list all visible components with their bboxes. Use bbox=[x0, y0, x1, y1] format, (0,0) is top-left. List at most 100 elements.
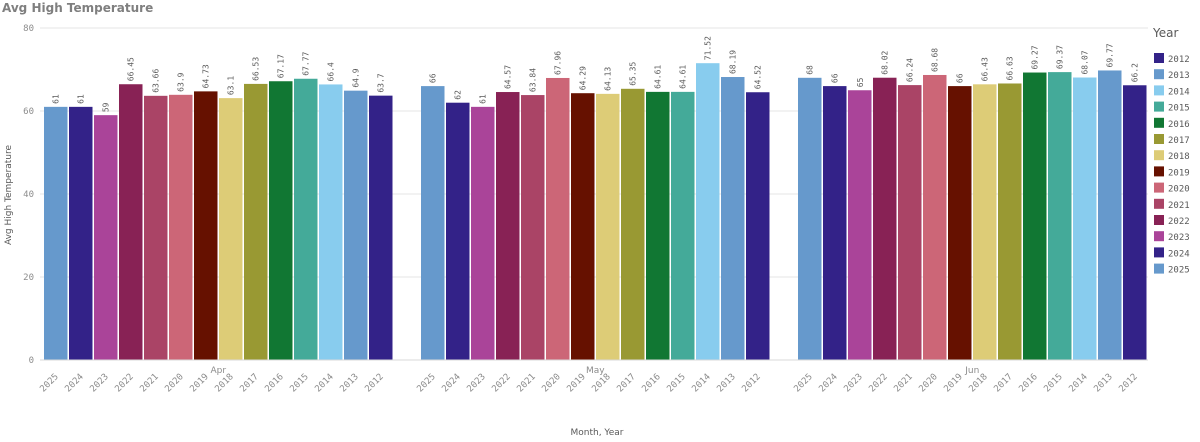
data-label: 68.07 bbox=[1081, 50, 1090, 74]
data-label: 65.35 bbox=[629, 62, 638, 86]
x-category-label: 2013 bbox=[338, 372, 360, 394]
data-label: 69.27 bbox=[1031, 45, 1040, 69]
legend-label: 2021 bbox=[1168, 201, 1190, 211]
data-label: 67.17 bbox=[277, 54, 286, 78]
data-label: 64.61 bbox=[654, 65, 663, 89]
data-label: 63.66 bbox=[152, 69, 161, 93]
data-label: 66.45 bbox=[127, 57, 136, 81]
legend-swatch bbox=[1154, 101, 1164, 112]
x-category-label: 2013 bbox=[1092, 372, 1114, 394]
data-label: 64.9 bbox=[352, 68, 361, 87]
data-label: 69.77 bbox=[1106, 43, 1115, 67]
x-category-label: 2015 bbox=[288, 372, 310, 394]
legend-swatch bbox=[1154, 69, 1164, 80]
x-category-label: 2024 bbox=[63, 372, 85, 394]
bar bbox=[646, 91, 670, 360]
x-category-label: 2019 bbox=[188, 372, 210, 394]
bar bbox=[119, 84, 143, 361]
y-tick-label: 20 bbox=[23, 273, 34, 283]
data-label: 63.1 bbox=[227, 76, 236, 95]
data-label: 66 bbox=[429, 73, 438, 83]
bar bbox=[344, 90, 368, 360]
x-category-label: 2022 bbox=[113, 372, 135, 394]
x-category-label: 2023 bbox=[88, 372, 110, 394]
bar bbox=[1098, 70, 1122, 360]
data-label: 61 bbox=[52, 94, 61, 104]
legend-label: 2017 bbox=[1168, 136, 1190, 146]
legend-swatch bbox=[1154, 134, 1164, 144]
x-category-label: 2023 bbox=[842, 372, 864, 394]
legend-label: 2015 bbox=[1168, 104, 1190, 114]
legend-swatch bbox=[1154, 215, 1164, 225]
y-tick-label: 60 bbox=[23, 107, 34, 117]
data-label: 66.63 bbox=[1006, 56, 1015, 80]
data-label: 66.2 bbox=[1131, 63, 1140, 82]
data-label: 68.02 bbox=[881, 50, 890, 74]
x-category-label: 2016 bbox=[263, 372, 285, 394]
bar bbox=[998, 83, 1022, 360]
legend-label: 2012 bbox=[1168, 55, 1190, 65]
x-category-label: 2025 bbox=[415, 372, 437, 394]
bar bbox=[144, 95, 168, 360]
bar bbox=[169, 94, 193, 360]
x-category-label: 2017 bbox=[992, 372, 1014, 394]
bar bbox=[596, 93, 620, 360]
data-label: 62 bbox=[454, 90, 463, 100]
bar bbox=[621, 88, 645, 361]
data-label: 61 bbox=[479, 94, 488, 104]
y-tick-label: 80 bbox=[23, 24, 34, 34]
data-label: 64.13 bbox=[604, 67, 613, 91]
bar bbox=[219, 98, 243, 360]
x-category-label: 2025 bbox=[792, 372, 814, 394]
bar bbox=[496, 92, 520, 361]
bar bbox=[44, 106, 68, 360]
bar bbox=[546, 77, 570, 360]
legend-label: 2022 bbox=[1168, 217, 1190, 227]
x-category-label: 2021 bbox=[515, 372, 537, 394]
data-label: 66.4 bbox=[327, 62, 336, 81]
legend-swatch bbox=[1154, 117, 1164, 128]
chart-title: Avg High Temperature bbox=[2, 1, 154, 15]
data-label: 69.37 bbox=[1056, 45, 1065, 69]
x-category-label: 2015 bbox=[665, 372, 687, 394]
bar bbox=[1023, 72, 1047, 360]
legend-label: 2020 bbox=[1168, 185, 1190, 195]
x-category-label: 2022 bbox=[490, 372, 512, 394]
data-label: 59 bbox=[102, 102, 111, 112]
x-category-label: 2020 bbox=[917, 372, 939, 394]
legend-label: 2019 bbox=[1168, 168, 1190, 178]
x-category-label: 2014 bbox=[313, 372, 335, 394]
legend-swatch bbox=[1154, 85, 1164, 96]
x-category-label: 2013 bbox=[715, 372, 737, 394]
data-label: 65 bbox=[856, 77, 865, 87]
x-category-label: 2025 bbox=[38, 372, 60, 394]
data-label: 64.61 bbox=[679, 65, 688, 89]
data-label: 64.52 bbox=[754, 65, 763, 89]
x-category-label: 2016 bbox=[1017, 372, 1039, 394]
data-label: 63.84 bbox=[529, 68, 538, 92]
bar bbox=[421, 86, 445, 360]
x-category-label: 2019 bbox=[565, 372, 587, 394]
data-label: 66 bbox=[956, 73, 965, 83]
x-category-label: 2024 bbox=[440, 372, 462, 394]
x-category-label: 2012 bbox=[740, 372, 762, 394]
bar bbox=[194, 91, 218, 361]
data-label: 63.7 bbox=[377, 73, 386, 92]
x-category-label: 2012 bbox=[1117, 372, 1139, 394]
bar bbox=[1123, 85, 1147, 361]
legend-swatch bbox=[1154, 166, 1164, 177]
bar bbox=[69, 106, 93, 360]
x-category-label: 2020 bbox=[540, 372, 562, 394]
data-label: 68.19 bbox=[729, 50, 738, 74]
x-category-label: 2014 bbox=[690, 372, 712, 394]
bar bbox=[973, 84, 997, 361]
legend-label: 2014 bbox=[1168, 87, 1190, 97]
y-tick-label: 40 bbox=[23, 190, 34, 200]
legend-title: Year bbox=[1152, 26, 1178, 40]
x-category-label: 2012 bbox=[363, 372, 385, 394]
x-category-label: 2015 bbox=[1042, 372, 1064, 394]
x-category-label: 2017 bbox=[615, 372, 637, 394]
x-category-label: 2014 bbox=[1067, 372, 1089, 394]
legend[interactable]: Year 2012 2013 2014 2015 2016 2017 2018 2019 2020… bbox=[1152, 26, 1190, 276]
month-label: Jun bbox=[964, 366, 979, 376]
